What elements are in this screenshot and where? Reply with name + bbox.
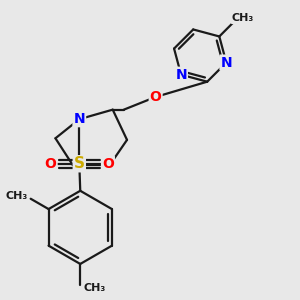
Text: N: N: [74, 112, 85, 126]
Text: CH₃: CH₃: [83, 283, 106, 293]
Text: O: O: [45, 157, 57, 171]
Text: CH₃: CH₃: [232, 13, 254, 23]
Text: N: N: [220, 56, 232, 70]
Text: O: O: [102, 157, 114, 171]
Text: S: S: [74, 156, 85, 171]
Text: CH₃: CH₃: [5, 191, 28, 201]
Text: O: O: [150, 90, 162, 104]
Text: N: N: [175, 68, 187, 82]
